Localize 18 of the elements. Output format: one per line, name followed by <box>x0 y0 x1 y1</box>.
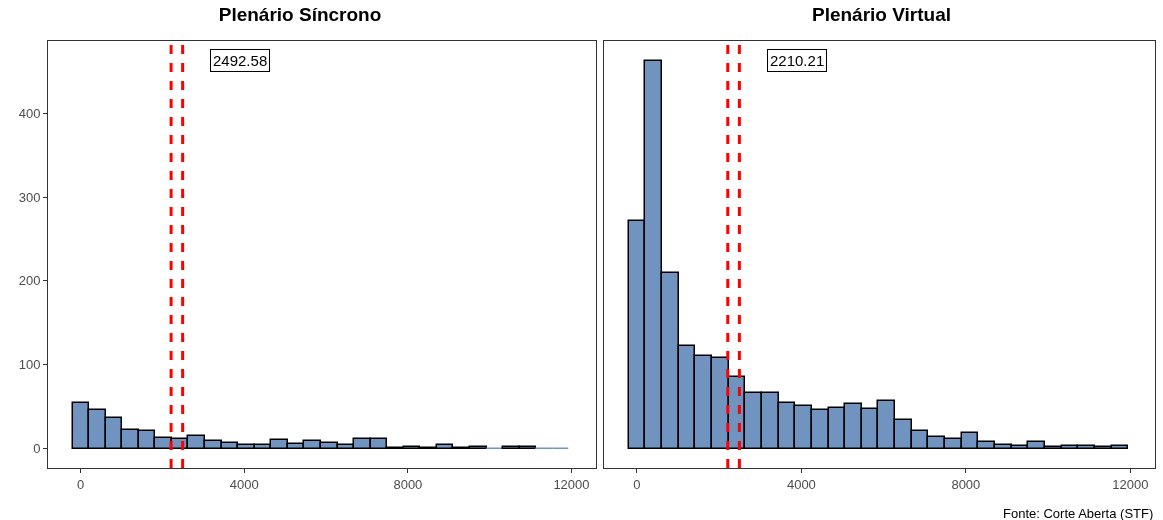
y-tick-label: 100 <box>18 357 41 373</box>
chart-title: Plenário Síncrono <box>218 4 382 26</box>
y-tick-label: 300 <box>18 189 41 205</box>
x-tick-label: 8000 <box>393 476 423 492</box>
x-tick-label: 12000 <box>553 476 590 492</box>
x-tick-label: 4000 <box>229 476 259 492</box>
annotation: 2210.21 <box>770 52 825 69</box>
x-tick-label: 0 <box>77 476 85 492</box>
y-tick-label: 400 <box>18 105 41 121</box>
y-tick-label: 200 <box>18 273 41 289</box>
x-tick-label: 4000 <box>786 476 816 492</box>
source-note: Fonte: Corte Aberta (STF) <box>1003 506 1154 520</box>
y-tick-label: 0 <box>33 441 41 457</box>
x-tick-label: 12000 <box>1112 476 1149 492</box>
x-tick-label: 8000 <box>951 476 981 492</box>
chart-title: Plenário Virtual <box>811 4 952 26</box>
annotation: 2492.58 <box>213 52 268 69</box>
x-tick-label: 0 <box>633 476 641 492</box>
